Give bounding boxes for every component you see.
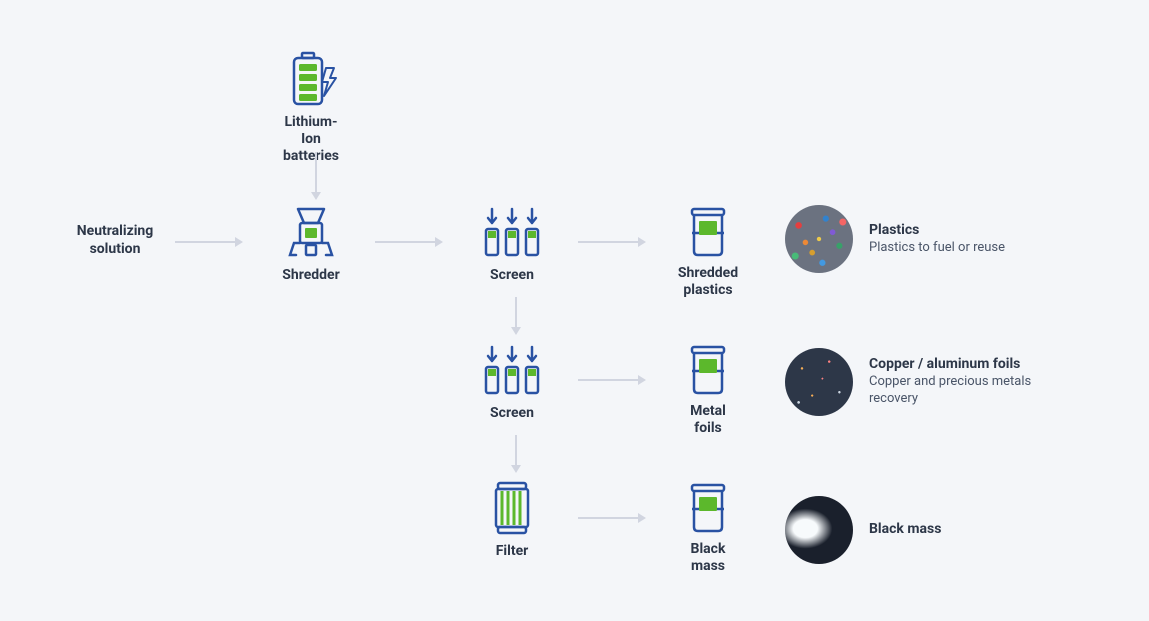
screen-icon [480,203,544,261]
screen2-label: Screen [490,405,534,422]
barrel-icon [680,479,736,535]
plastics-title: Plastics [869,222,1005,238]
foils-title: Copper / aluminum foils [869,356,1039,372]
black-title: Black mass [869,521,941,537]
shredder-label: Shredder [282,267,339,284]
output-foils: Copper / aluminum foils Copper and preci… [785,348,1039,416]
output-plastics: Plastics Plastics to fuel or reuse [785,205,1005,273]
screen1-label: Screen [490,267,534,284]
neutral-label: Neutralizing solution [60,222,170,258]
arrow-screen1-screen2 [511,297,521,335]
arrow-neutral-shredder [175,237,243,247]
output-black: Black mass [785,496,941,564]
node-shredder: Shredder [280,205,342,284]
barrel2-label: Metal foils [680,403,736,437]
filter-icon [480,479,544,537]
node-filter: Filter [480,479,544,560]
arrow-screen2-barrel2 [578,375,646,385]
node-neutral: Neutralizing solution [60,222,170,258]
arrow-screen1-barrel1 [578,237,646,247]
screen-icon [480,341,544,399]
shredder-icon [280,205,342,261]
barrel-icon [680,203,736,259]
black-texture-icon [785,496,853,564]
plastics-texture-icon [785,205,853,273]
node-barrel2: Metal foils [680,341,736,437]
arrow-battery-shredder [311,152,321,200]
foils-texture-icon [785,348,853,416]
arrow-screen2-filter [511,435,521,473]
node-barrel1: Shredded plastics [680,203,736,299]
node-screen2: Screen [480,341,544,422]
barrel1-label: Shredded plastics [678,265,738,299]
battery-icon [280,50,342,108]
arrow-filter-barrel3 [578,513,646,523]
node-screen1: Screen [480,203,544,284]
foils-sub: Copper and precious metals recovery [869,374,1039,408]
barrel-icon [680,341,736,397]
barrel3-label: Black mass [680,541,736,575]
plastics-sub: Plastics to fuel or reuse [869,240,1005,257]
node-battery: Lithium-Ion batteries [280,50,342,164]
node-barrel3: Black mass [680,479,736,575]
filter-label: Filter [496,543,529,560]
arrow-shredder-screen1 [375,237,443,247]
